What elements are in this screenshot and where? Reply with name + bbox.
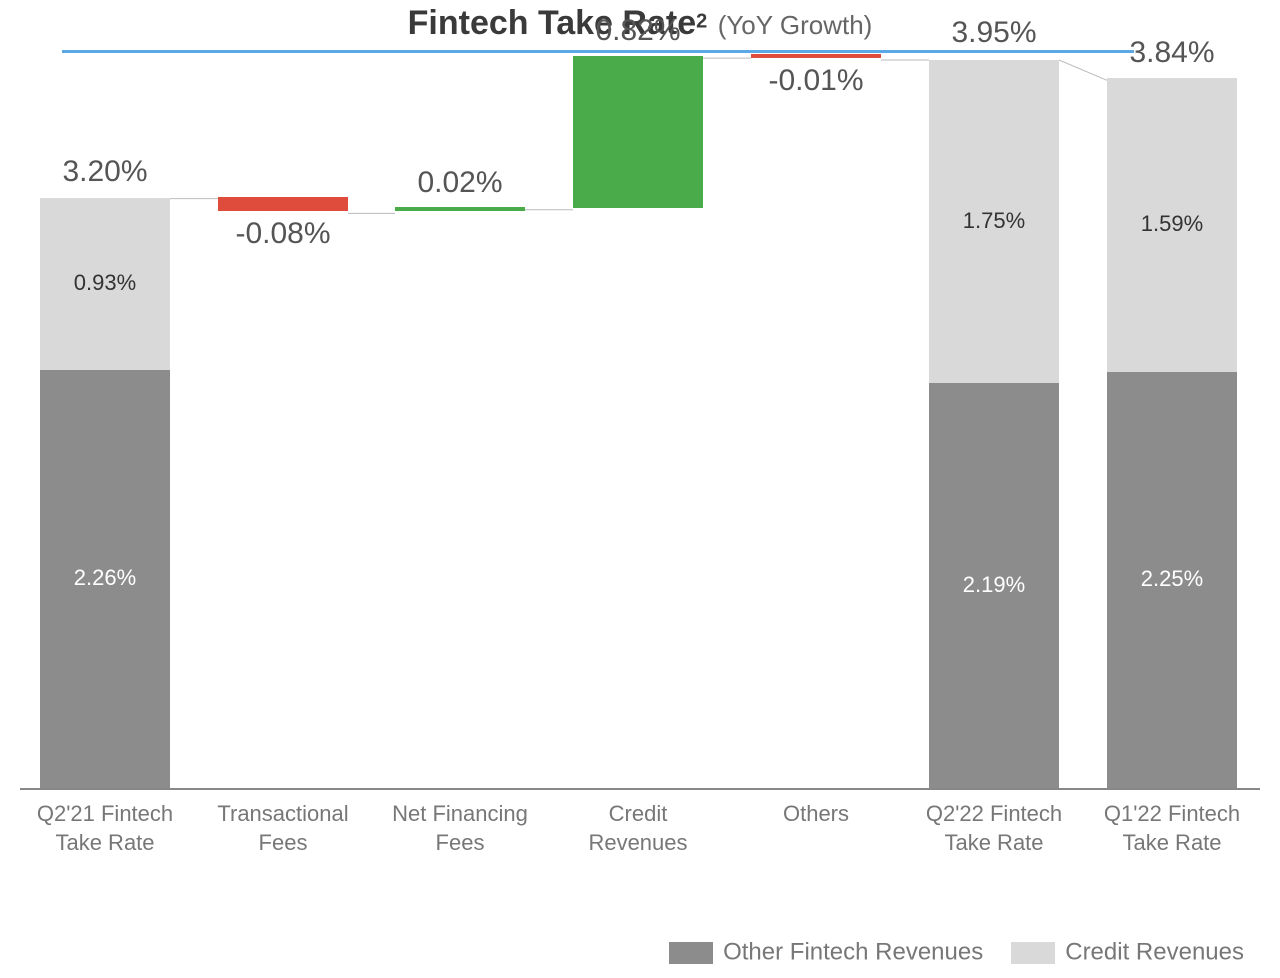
x-axis-label: Others [736,800,896,829]
stacked-bar: 2.19% 1.75% [929,58,1059,788]
segment-label: 2.19% [929,572,1059,598]
x-axis-labels: Q2'21 Fintech Take Rate Transactional Fee… [20,800,1260,940]
x-axis-label: Credit Revenues [558,800,718,857]
delta-label: 0.82% [595,14,680,48]
delta-label: -0.01% [768,64,863,98]
segment-label: 1.75% [929,208,1059,234]
segment-label: 2.25% [1107,566,1237,592]
segment-label: 0.93% [40,270,170,296]
x-axis-label: Transactional Fees [203,800,363,857]
total-label: 3.20% [62,155,147,189]
connector-line [525,60,573,790]
total-label: 3.84% [1129,36,1214,70]
delta-bar [218,197,348,212]
segment-label: 2.26% [40,565,170,591]
delta-bar [395,207,525,211]
x-axis-label: Q1'22 Fintech Take Rate [1092,800,1252,857]
plot-area: 2.26%0.93%3.20%-0.08%0.02%0.82%-0.01%2.1… [20,60,1260,790]
legend-swatch [669,942,713,964]
title-superscript: 2 [696,11,707,33]
x-axis-label: Q2'21 Fintech Take Rate [25,800,185,857]
title-underline [62,50,1134,53]
x-axis-label: Net Financing Fees [380,800,540,857]
delta-bar [573,56,703,208]
connector-line [170,60,218,790]
legend-label: Other Fintech Revenues [723,939,983,966]
total-label: 3.95% [951,16,1036,50]
delta-label: -0.08% [235,217,330,251]
stacked-bar: 2.25% 1.59% [1107,78,1237,788]
connector-line [1059,60,1107,790]
segment-label: 1.59% [1107,211,1237,237]
x-axis-label: Q2'22 Fintech Take Rate [914,800,1074,857]
title-subtitle: (YoY Growth) [718,10,873,40]
legend-swatch [1011,942,1055,964]
waterfall-chart: 2.26%0.93%3.20%-0.08%0.02%0.82%-0.01%2.1… [20,60,1260,790]
stacked-bar: 2.26% 0.93% [40,197,170,788]
legend: Other Fintech Revenues Credit Revenues [0,938,1280,967]
connector-line [348,60,395,790]
connector-line [703,60,751,790]
delta-label: 0.02% [417,166,502,200]
legend-label: Credit Revenues [1065,939,1244,966]
delta-bar [751,54,881,58]
connector-line [881,60,929,790]
